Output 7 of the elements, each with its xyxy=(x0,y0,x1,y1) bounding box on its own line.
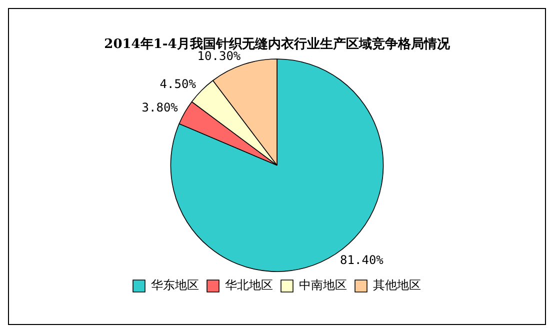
legend-label: 其他地区 xyxy=(373,278,421,292)
data-label: 3.80% xyxy=(142,100,179,114)
legend-label: 中南地区 xyxy=(299,278,347,292)
legend-label: 华北地区 xyxy=(225,278,273,292)
data-label: 81.40% xyxy=(340,252,384,267)
data-label: 4.50% xyxy=(160,76,197,91)
legend-label: 华东地区 xyxy=(151,278,199,292)
